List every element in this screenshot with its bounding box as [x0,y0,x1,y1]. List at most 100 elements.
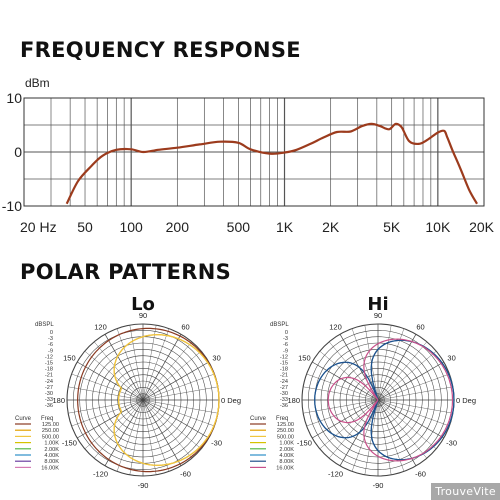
x-tick-label: 50 [77,219,93,235]
polar-spoke [116,328,144,401]
polar-spoke [312,361,379,401]
polar-angle-label: 90 [374,311,382,320]
polar-spoke [71,373,144,401]
polar-patterns-title: POLAR PATTERNS [20,260,231,284]
radial-tick-label: -30 [280,391,288,397]
polar-angle-label: 90 [139,311,147,320]
polar-spoke [142,399,157,475]
polar-spoke [142,399,209,439]
x-tick-label: 20 Hz [20,219,57,235]
polar-spoke [84,350,144,401]
polar-spoke [142,325,157,401]
polar-angle-label: -150 [62,439,77,448]
radial-tick-label: -27 [280,385,288,391]
x-tick-label: 20K [469,219,495,235]
polar-angle-label: -120 [328,470,343,479]
radial-tick-label: -33 [45,397,53,403]
polar-angle-label: 0 Deg [221,396,241,405]
legend-label: 4.00K [44,453,59,459]
radial-tick-label: 0 [50,330,53,336]
polar-spoke [377,350,437,401]
legend-label: 8.00K [279,459,294,465]
polar-spoke [142,399,218,414]
polar-pattern-curve [113,334,220,466]
y-tick-label: 0 [14,144,22,160]
polar-angle-label: 0 Deg [456,396,476,405]
y-tick-label: -10 [2,198,22,214]
polar-angle-label: 60 [416,322,424,331]
polar-angle-label: 120 [94,322,107,331]
radial-tick-label: -9 [48,348,53,354]
polar-angle-label: 120 [329,322,342,331]
radial-tick-label: -3 [283,336,288,342]
radial-tick-label: -27 [45,385,53,391]
legend-label: 16.00K [41,465,59,471]
frequency-response-line [65,122,478,205]
polar-spoke [68,399,144,414]
polar-spoke [142,334,182,401]
polar-angle-label: -150 [297,439,312,448]
polar-spoke [84,399,144,450]
polar-spoke [377,399,392,475]
polar-spoke [142,386,218,401]
polar-spoke [377,399,450,427]
legend-label: 1.00K [279,441,294,447]
y-axis-label: dBm [25,76,50,90]
radial-tick-label: -12 [45,354,53,360]
polar-spoke [377,399,453,414]
legend-label: 250.00 [42,428,59,434]
legend-label: 500.00 [277,434,294,440]
radial-tick-label: -36 [280,403,288,409]
polar-angle-label: -30 [446,439,457,448]
x-tick-label: 2K [322,219,340,235]
polar-angle-label: -120 [93,470,108,479]
x-tick-label: 100 [119,219,143,235]
radial-tick-label: -9 [283,348,288,354]
polar-spoke [142,399,215,427]
polar-spoke [142,399,193,459]
legend-header-curve: Curve [250,416,267,422]
radial-tick-label: -21 [280,373,288,379]
polar-spoke [93,399,144,459]
polar-angle-label: 30 [212,354,220,363]
polar-spoke [142,350,202,401]
polar-spoke [129,325,144,401]
legend-label: 8.00K [44,459,59,465]
polar-title: Lo [131,294,155,315]
polar-spoke [377,399,428,459]
radial-unit-label: dBSPL [35,322,54,328]
radial-tick-label: -6 [283,342,288,348]
frequency-response-title: FREQUENCY RESPONSE [20,38,301,62]
polar-angle-label: -30 [211,439,222,448]
radial-tick-label: -6 [48,342,53,348]
legend-label: 2.00K [44,447,59,453]
polar-pattern-curve [327,338,454,462]
legend-header-curve: Curve [15,416,32,422]
polar-spoke [129,399,144,475]
radial-tick-label: -18 [45,367,53,373]
polar-angle-label: 180 [287,396,300,405]
polar-spoke [104,334,144,401]
polar-angle-label: -60 [180,470,191,479]
plot-frame [23,97,485,207]
radial-tick-label: -12 [280,354,288,360]
polar-spoke [319,399,379,450]
x-tick-label: 1K [276,219,294,235]
polar-spoke [377,399,444,439]
polar-angle-label: 30 [447,354,455,363]
legend-label: 4.00K [279,453,294,459]
legend-header-freq: Freq [41,416,53,422]
polar-spoke [377,341,428,401]
polar-spoke [142,399,182,466]
legend-label: 16.00K [276,465,294,471]
polar-spoke [77,399,144,439]
polar-spoke [306,373,379,401]
radial-unit-label: dBSPL [270,322,289,328]
radial-tick-label: -24 [280,379,288,385]
polar-spoke [68,386,144,401]
x-tick-label: 10K [425,219,451,235]
legend-label: 2.00K [279,447,294,453]
legend-label: 125.00 [277,422,294,428]
